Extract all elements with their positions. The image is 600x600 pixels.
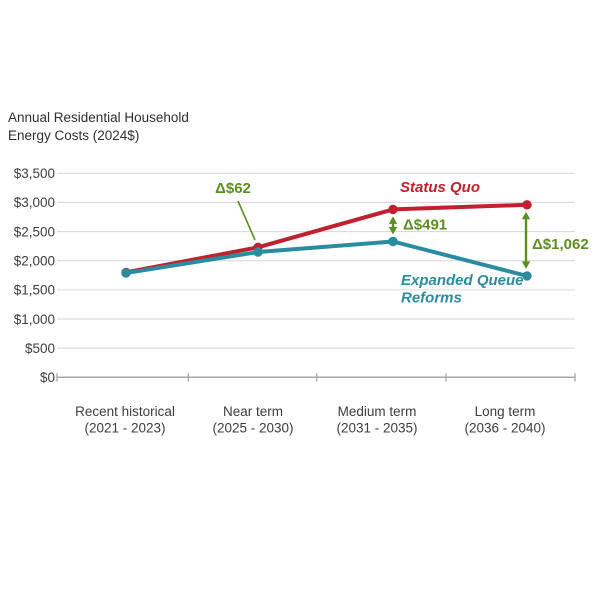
annotation-delta-medium-term: Δ$491	[403, 217, 447, 234]
annotation-delta-long-term: Δ$1,062	[532, 236, 589, 253]
y-axis-label: $3,000	[14, 195, 55, 210]
x-axis-label: Recent historical	[75, 404, 175, 419]
y-axis-label: $2,000	[14, 254, 55, 269]
annotation-delta-near-term: Δ$62	[215, 180, 251, 197]
y-axis-label: $2,500	[14, 224, 55, 239]
y-axis-label: $3,500	[14, 166, 55, 181]
series-label-status-quo: Status Quo	[400, 179, 480, 196]
series-label-expanded-queue-reforms: Expanded Queue	[401, 272, 524, 289]
annotation-arrow-head-up	[388, 216, 398, 224]
y-axis-label: $0	[40, 370, 55, 385]
x-axis-label: Medium term	[338, 404, 417, 419]
data-point-expanded-queue-reforms	[522, 271, 532, 281]
chart-title-line2: Energy Costs (2024$)	[8, 128, 140, 143]
chart-title-line1: Annual Residential Household	[8, 110, 189, 125]
annotation-arrow-head-down	[388, 226, 398, 235]
x-axis-label: Near term	[223, 404, 283, 419]
data-point-expanded-queue-reforms	[388, 236, 398, 247]
x-axis-sublabel: (2021 - 2023)	[84, 421, 165, 436]
x-axis-sublabel: (2036 - 2040)	[464, 421, 545, 436]
y-axis-label: $1,500	[14, 283, 55, 298]
y-axis-label: $1,000	[14, 312, 55, 327]
annotation-leader-line	[237, 200, 256, 241]
x-axis-sublabel: (2025 - 2030)	[212, 421, 293, 436]
data-point-expanded-queue-reforms	[121, 268, 131, 278]
data-point-status-quo	[522, 200, 532, 210]
data-point-status-quo	[388, 204, 398, 215]
y-axis-label: $500	[25, 341, 55, 356]
x-axis-sublabel: (2031 - 2035)	[336, 421, 417, 436]
x-axis-label: Long term	[475, 404, 536, 419]
annotation-arrow-head-up	[521, 211, 531, 220]
series-label-expanded-queue-reforms: Reforms	[401, 290, 462, 307]
annotation-arrow-head-down	[521, 261, 531, 269]
series-line-status-quo	[124, 202, 529, 275]
data-point-expanded-queue-reforms	[253, 247, 263, 257]
series-line-expanded-queue-reforms	[124, 239, 529, 278]
